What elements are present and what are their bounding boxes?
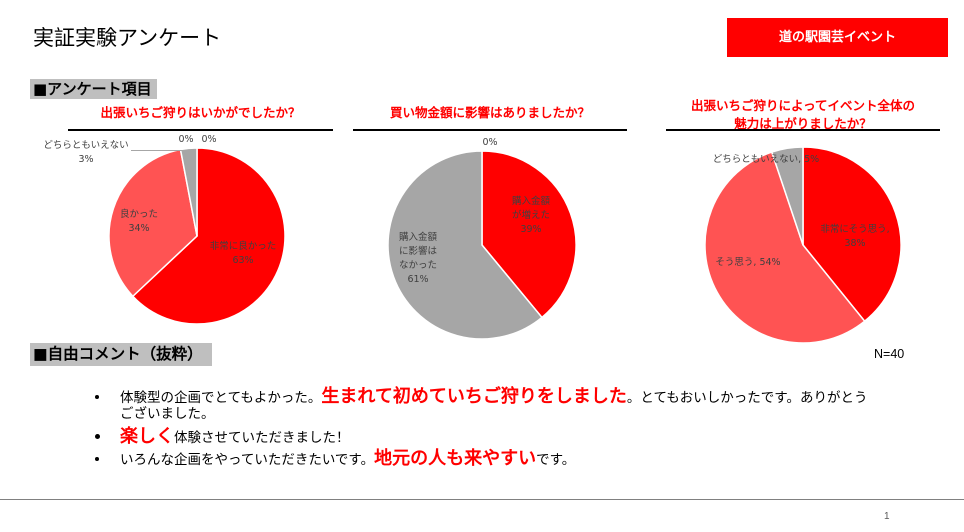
pie1-title-underline [68, 129, 333, 131]
pie3-category-label: 非常にそう思う [820, 224, 887, 235]
pie1-data-label: 良かった 34% [109, 208, 169, 235]
footer-divider [0, 499, 964, 500]
comment-text-after: 。とてもおいしかったです。ありがとうございました。 [120, 390, 868, 422]
pie3-label-separator: , [798, 154, 805, 165]
pie2-data-label: 0% [478, 136, 502, 150]
pie1-slice-2 [108, 148, 198, 298]
pie3-category-label: そう思う [715, 257, 754, 268]
pie1-value-label: 0% [201, 134, 217, 145]
pie2-value-label: 61% [407, 274, 429, 285]
pie3-slice-1 [802, 146, 902, 323]
pie3-title: 出張いちご狩りによってイベント全体の魅力は上がりましたか？ [690, 98, 915, 131]
pie3-value-label: 38% [844, 238, 866, 249]
pie3-data-label: 非常にそう思う, 38% [810, 223, 900, 251]
pie-slices-group [108, 146, 902, 344]
pie1-value-label: 3% [78, 153, 94, 165]
pie1-data-label: 0% [197, 133, 221, 147]
comment-item: いろんな企画をやっていただきたいです。地元の人も来やすいです。 [120, 450, 878, 469]
pie1-category-label: 非常に良かった [209, 241, 277, 252]
pie3-value-label: 5% [804, 154, 820, 165]
pie3-label-separator: , [886, 224, 890, 235]
pie2-category-label: 購入金額に影響はなかった [398, 232, 437, 271]
comment-item: 体験型の企画でとてもよかった。生まれて初めていちご狩りをしました。とてもおいしか… [120, 386, 878, 423]
page-number: 1 [884, 511, 890, 522]
pie2-data-label: 購入金額に影響はなかった 61% [393, 231, 443, 287]
pie2-data-label: 購入金額が増えた 39% [506, 195, 556, 237]
pie1-data-label: 0% [174, 133, 198, 147]
pie2-value-label: 0% [482, 137, 498, 148]
pie3-value-label: 54% [759, 257, 781, 268]
bullet-icon [95, 457, 99, 461]
pie1-slice-3 [179, 147, 198, 237]
comment-item: 楽しく体験させていただきました！ [120, 428, 878, 447]
slide-title: 実証実験アンケート [33, 26, 222, 50]
bullet-icon [95, 434, 100, 439]
pie3-label-separator: , [753, 257, 760, 268]
pie1-data-label: 非常に良かった 63% [198, 240, 288, 267]
event-badge: 道の駅園芸イベント [727, 18, 948, 57]
comment-text-after: 体験させていただきました！ [174, 430, 350, 446]
comment-text-after: です。 [536, 452, 576, 468]
pie2-title: 買い物金額に影響はありましたか？ [389, 105, 590, 120]
bullet-icon [95, 395, 99, 399]
comments-section-heading: ■自由コメント（抜粋） [30, 343, 212, 366]
pie1-category-label: 良かった [119, 209, 158, 220]
pie1-value-label: 0% [178, 134, 194, 145]
pie2-category-label: 購入金額が増えた [511, 196, 550, 221]
pie2-slice-2 [387, 150, 543, 340]
pie3-category-label: どちらともいえない [712, 154, 799, 165]
pie2-title-underline [353, 129, 627, 131]
pie3-chart [704, 146, 902, 344]
pie1-slice-1 [131, 147, 286, 325]
pie2-slice-1 [481, 150, 577, 319]
pie1-category-label: どちらともいえない [43, 140, 129, 151]
comment-highlight: 地元の人も来やすい [374, 448, 537, 469]
pie3-data-label: どちらともいえない, 5% [706, 153, 826, 167]
pie2-value-label: 39% [520, 224, 542, 235]
pie2-chart [387, 150, 577, 340]
sample-size-label: N=40 [874, 347, 905, 361]
comment-highlight: 楽しく [120, 426, 174, 447]
pie1-value-label: 34% [128, 222, 150, 234]
pie1-value-label: 63% [232, 254, 254, 266]
pie3-slice-2 [704, 151, 866, 344]
pie3-data-label: そう思う, 54% [703, 256, 793, 270]
comment-highlight: 生まれて初めていちご狩りをしました [321, 386, 627, 407]
pie3-slice-3 [770, 146, 804, 246]
comment-text: いろんな企画をやっていただきたいです。 [120, 452, 375, 468]
pie3-title-underline [666, 129, 940, 131]
pie1-data-label: どちらともいえない 3% [36, 139, 136, 166]
comment-text: 体験型の企画でとてもよかった。 [120, 390, 322, 406]
survey-section-heading: ■アンケート項目 [30, 79, 157, 99]
pie1-title: 出張いちご狩りはいかがでしたか？ [100, 105, 301, 120]
pie1-chart [108, 147, 286, 325]
pie3-title-container: 出張いちご狩りによってイベント全体の魅力は上がりましたか？ [666, 97, 940, 133]
